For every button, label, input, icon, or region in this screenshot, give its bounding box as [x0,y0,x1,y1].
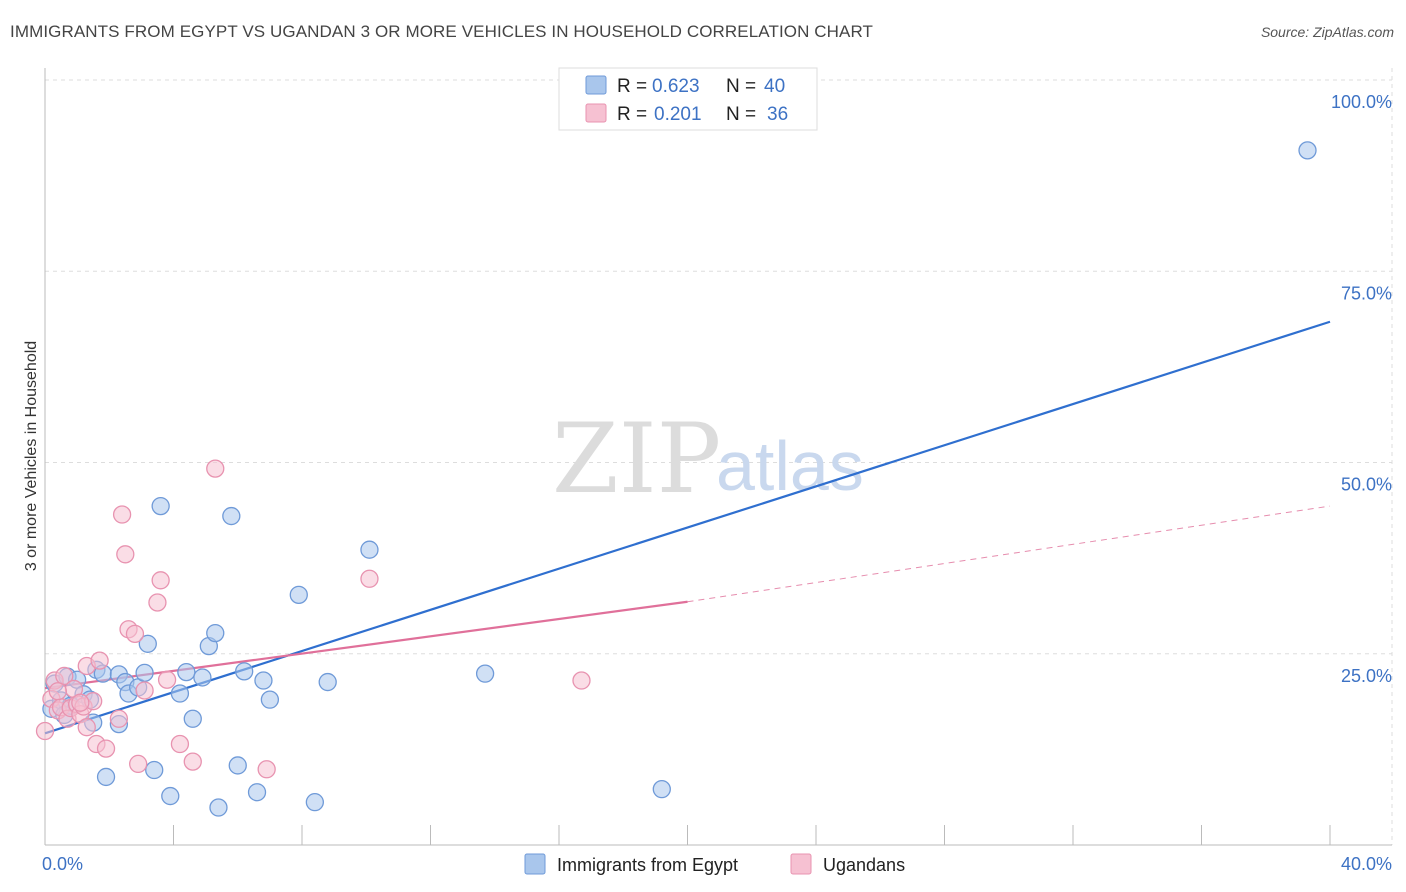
ugandans-point [96,739,116,758]
legend-r-label-ugandans: R = [617,104,647,125]
egypt-point [254,671,273,690]
ugandans-point [148,593,167,612]
ugandans-point [55,666,74,686]
tick-labels: 25.0% 50.0% 75.0% 100.0% 0.0% 40.0% [42,92,1392,874]
ugandans-point [109,709,129,728]
x-tick-label-min: 0.0% [42,854,83,874]
ugandans-point [183,752,202,771]
ugandans-point [116,545,135,564]
egypt-point [170,684,190,703]
ugandans-point [77,718,96,737]
ugandans-point [257,760,276,779]
series-legend: Immigrants from Egypt Ugandans [524,853,905,875]
ugandans-point [90,651,109,670]
series-swatch-ugandans [790,853,812,875]
egypt-point [305,793,325,812]
y-tick-label: 50.0% [1341,475,1392,495]
series-swatch-egypt [524,853,546,875]
legend-n-value-ugandans: 36 [767,104,788,125]
egypt-point [1298,141,1317,160]
ugandans-point [170,734,190,754]
ugandans-point [572,671,591,690]
egypt-trendline [44,320,1331,735]
egypt-point [96,767,116,787]
egypt-point [360,540,379,559]
ugandans-point [112,505,132,524]
chart-title: IMMIGRANTS FROM EGYPT VS UGANDAN 3 OR MO… [10,22,874,41]
egypt-point [161,786,180,806]
egypt-point [145,760,164,780]
egypt-point [177,662,196,682]
legend-n-value-egypt: 40 [764,76,785,97]
ugandans-point [360,569,379,588]
legend-r-label-egypt: R = [617,76,647,97]
watermark-atlas: atlas [716,427,864,505]
ugandans-point [48,682,67,701]
series-label-egypt: Immigrants from Egypt [557,855,738,875]
watermark: ZIP atlas [552,403,864,515]
ugandans-point [125,624,145,644]
egypt-point [151,496,170,516]
egypt-point [193,668,212,687]
egypt-point [260,690,280,709]
axes [44,68,1392,846]
ugandans-point [157,670,177,689]
ugandans-point [35,721,55,741]
egypt-point [652,780,671,799]
grid-lines [45,68,1393,845]
ugandans-point [135,681,154,700]
egypt-point [318,672,337,692]
correlation-legend: R = 0.623 N = 40 R = 0.201 N = 36 [558,67,818,131]
egypt-point [228,756,247,775]
legend-n-label-egypt: N = [726,76,756,97]
y-tick-label: 25.0% [1341,666,1392,686]
y-tick-label: 100.0% [1331,92,1392,112]
ugandans-trendline-extension [687,505,1331,603]
ugandans-point [71,693,90,712]
ugandans-point [129,754,148,774]
egypt-point [235,662,254,681]
legend-n-label-ugandans: N = [726,104,756,125]
egypt-point [222,506,241,526]
watermark-zip: ZIP [552,403,721,515]
legend-r-value-ugandans: 0.201 [654,104,702,125]
data-points [35,141,1317,817]
egypt-point [135,663,154,683]
series-label-ugandans: Ugandans [823,855,905,875]
source-credit: Source: ZipAtlas.com [1260,24,1394,40]
x-tick-label-max: 40.0% [1341,854,1392,874]
legend-r-value-egypt: 0.623 [652,76,700,97]
y-tick-label: 75.0% [1341,283,1392,303]
legend-swatch-egypt [585,75,607,95]
egypt-point [206,623,225,643]
egypt-point [289,585,308,604]
egypt-point [138,634,157,653]
egypt-point [475,664,495,683]
ugandans-point [151,571,170,590]
egypt-point [183,709,202,728]
egypt-point [247,783,267,802]
ugandans-point [206,459,225,478]
y-axis-label: 3 or more Vehicles in Household [23,341,40,571]
legend-swatch-ugandans [585,103,607,123]
egypt-point [209,798,228,817]
